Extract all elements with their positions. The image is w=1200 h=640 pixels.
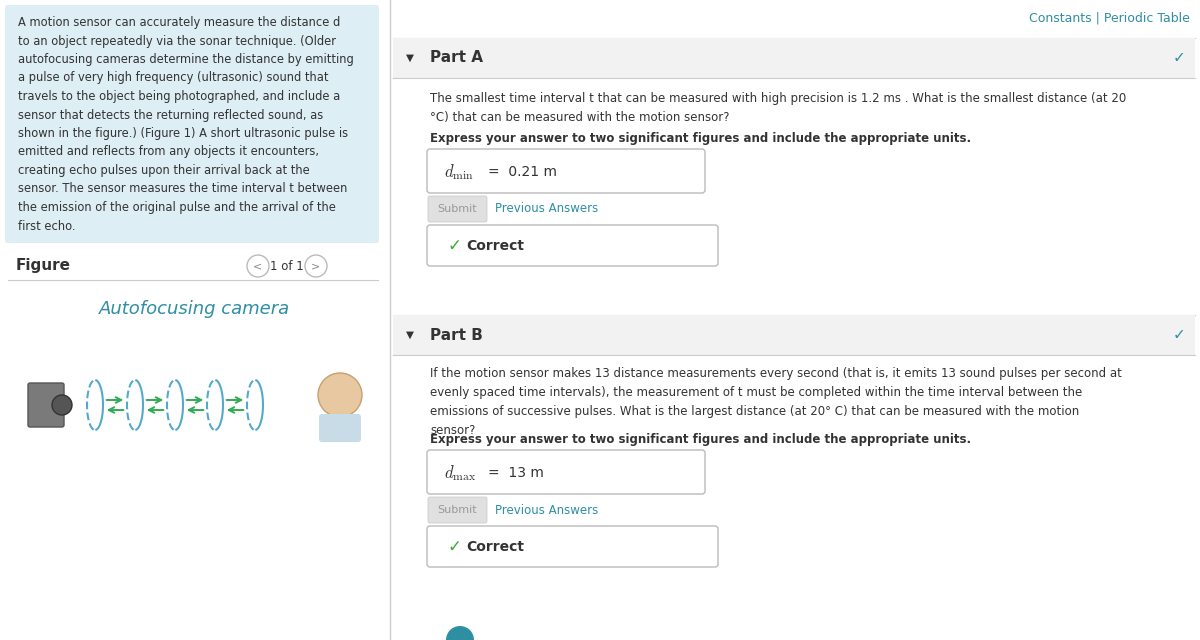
FancyBboxPatch shape xyxy=(5,5,379,243)
Circle shape xyxy=(318,373,362,417)
Text: If the motion sensor makes 13 distance measurements every second (that is, it em: If the motion sensor makes 13 distance m… xyxy=(430,367,1122,437)
FancyBboxPatch shape xyxy=(319,414,361,442)
Text: Express your answer to two significant figures and include the appropriate units: Express your answer to two significant f… xyxy=(430,132,971,145)
Text: ✓: ✓ xyxy=(446,538,461,556)
FancyBboxPatch shape xyxy=(428,196,487,222)
Text: <: < xyxy=(253,261,263,271)
Text: Correct: Correct xyxy=(466,540,524,554)
FancyBboxPatch shape xyxy=(428,497,487,523)
Bar xyxy=(394,38,1195,78)
Text: ▼: ▼ xyxy=(406,330,414,340)
FancyBboxPatch shape xyxy=(427,225,718,266)
Text: $d_{\mathrm{min}}$: $d_{\mathrm{min}}$ xyxy=(444,162,474,182)
Text: The smallest time interval t that can be measured with high precision is 1.2 ms : The smallest time interval t that can be… xyxy=(430,92,1127,124)
Text: Previous Answers: Previous Answers xyxy=(496,202,599,216)
Text: 1 of 1: 1 of 1 xyxy=(270,259,304,273)
Text: ✓: ✓ xyxy=(446,237,461,255)
Text: Autofocusing camera: Autofocusing camera xyxy=(100,300,290,318)
Text: Previous Answers: Previous Answers xyxy=(496,504,599,516)
Text: >: > xyxy=(311,261,320,271)
Text: ✓: ✓ xyxy=(1172,51,1186,65)
Text: Correct: Correct xyxy=(466,239,524,253)
Text: A motion sensor can accurately measure the distance d
to an object repeatedly vi: A motion sensor can accurately measure t… xyxy=(18,16,354,232)
FancyBboxPatch shape xyxy=(427,526,718,567)
Circle shape xyxy=(446,626,474,640)
FancyBboxPatch shape xyxy=(427,149,706,193)
Text: Express your answer to two significant figures and include the appropriate units: Express your answer to two significant f… xyxy=(430,433,971,446)
Text: ▼: ▼ xyxy=(406,53,414,63)
Text: =  13 m: = 13 m xyxy=(488,466,544,480)
FancyBboxPatch shape xyxy=(427,450,706,494)
Text: Part B: Part B xyxy=(430,328,482,342)
Text: Part A: Part A xyxy=(430,51,482,65)
Text: Submit: Submit xyxy=(437,204,476,214)
Text: $d_{\mathrm{max}}$: $d_{\mathrm{max}}$ xyxy=(444,463,476,483)
Text: Submit: Submit xyxy=(437,505,476,515)
Text: Figure: Figure xyxy=(16,258,71,273)
Text: Constants | Periodic Table: Constants | Periodic Table xyxy=(1030,12,1190,25)
Circle shape xyxy=(52,395,72,415)
FancyBboxPatch shape xyxy=(28,383,64,427)
Bar xyxy=(394,315,1195,355)
Text: =  0.21 m: = 0.21 m xyxy=(488,165,557,179)
Text: ✓: ✓ xyxy=(1172,328,1186,342)
